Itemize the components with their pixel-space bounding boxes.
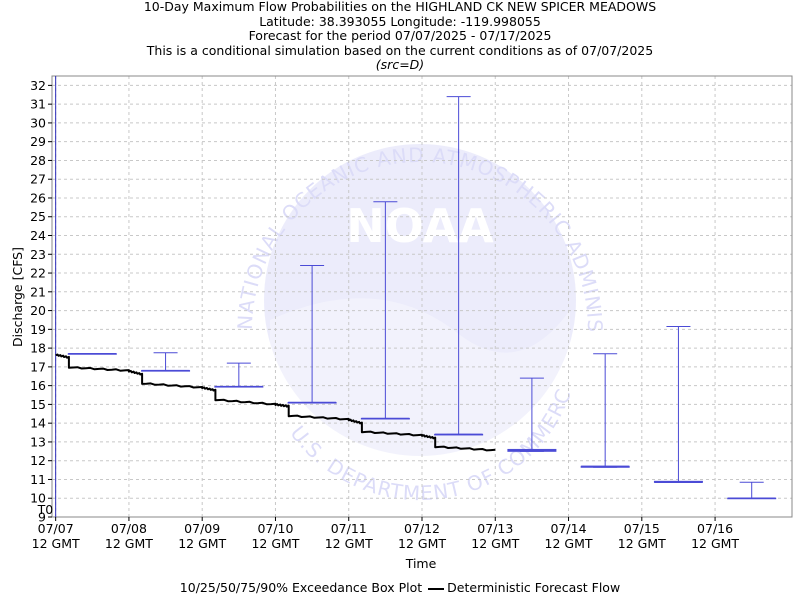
y-tick-label: 31 <box>30 97 46 112</box>
deterministic-series <box>55 353 496 452</box>
x-axis-title: Time <box>405 556 437 571</box>
x-tick-date-label: 07/13 <box>477 521 513 536</box>
watermark-globe <box>264 144 576 456</box>
x-tick-date-label: 07/09 <box>184 521 220 536</box>
chart-period: Forecast for the period 07/07/2025 - 07/… <box>248 28 552 43</box>
x-tick-date-label: 07/16 <box>697 521 733 536</box>
y-tick-label: 21 <box>30 284 46 299</box>
y-tick-label: 27 <box>30 172 46 187</box>
boxplot-series <box>67 96 777 500</box>
y-tick-label: 16 <box>30 378 46 393</box>
x-tick-date-label: 07/10 <box>257 521 293 536</box>
x-tick-date-label: 07/08 <box>111 521 147 536</box>
y-tick-label: 23 <box>30 247 46 262</box>
x-tick-time-label: 12 GMT <box>325 536 373 551</box>
x-tick-time-label: 12 GMT <box>691 536 739 551</box>
chart-title-block: 10-Day Maximum Flow Probabilities on the… <box>0 0 800 73</box>
y-tick-label: 30 <box>30 115 46 130</box>
x-tick-time-label: 12 GMT <box>471 536 519 551</box>
x-tick-date-label: 07/12 <box>404 521 440 536</box>
chart-note: This is a conditional simulation based o… <box>146 42 654 58</box>
y-tick-label: 17 <box>30 359 46 374</box>
x-tick-time-label: 12 GMT <box>32 536 80 551</box>
legend-boxplot-label: 10/25/50/75/90% Exceedance Box Plot <box>179 580 423 595</box>
y-tick-label: 20 <box>30 303 46 318</box>
y-tick-label: 11 <box>30 472 46 487</box>
y-tick-label: 19 <box>30 322 46 337</box>
y-tick-label: 15 <box>30 397 46 412</box>
legend-deterministic-swatch <box>428 587 445 590</box>
chart-source: (src=D) <box>375 57 425 72</box>
y-axis: 9 10 11 12 13 14 15 16 17 18 19 20 21 22 23 24 25 26 27 28 2… <box>30 78 52 525</box>
y-tick-label: 26 <box>30 190 46 205</box>
y-tick-label: 14 <box>30 416 46 431</box>
y-tick-label: 29 <box>30 134 46 149</box>
y-tick-label: 10 <box>30 491 46 506</box>
y-tick-label: 18 <box>30 341 46 356</box>
x-tick-time-label: 12 GMT <box>545 536 593 551</box>
y-tick-label: 32 <box>30 78 46 93</box>
x-tick-time-label: 12 GMT <box>251 536 299 551</box>
y-tick-label: 12 <box>30 453 46 468</box>
chart-location: Latitude: 38.393055 Longitude: -119.9980… <box>259 13 541 29</box>
y-tick-label: 24 <box>30 228 46 243</box>
x-tick-time-label: 12 GMT <box>618 536 666 551</box>
x-tick-date-label: 07/11 <box>331 521 367 536</box>
x-tick-date-label: 07/14 <box>551 521 587 536</box>
x-tick-time-label: 12 GMT <box>398 536 446 551</box>
t0-marker: T0 <box>37 76 57 517</box>
y-tick-label: 28 <box>30 153 46 168</box>
chart-legend: 10/25/50/75/90% Exceedance Box Plot Dete… <box>0 580 800 595</box>
chart-grid <box>52 76 792 518</box>
y-tick-label: 22 <box>30 266 46 281</box>
x-tick-time-label: 12 GMT <box>105 536 153 551</box>
y-axis-title: Discharge [CFS] <box>10 247 25 347</box>
y-tick-label: 13 <box>30 434 46 449</box>
chart-title: 10-Day Maximum Flow Probabilities on the… <box>143 0 657 14</box>
legend-deterministic-label: Deterministic Forecast Flow <box>447 580 621 595</box>
x-tick-date-label: 07/15 <box>624 521 660 536</box>
y-tick-label: 9 <box>38 510 46 525</box>
x-tick-date-label: 07/07 <box>38 521 74 536</box>
t0-label: T0 <box>37 502 54 517</box>
y-tick-label: 25 <box>30 209 46 224</box>
deterministic-line <box>55 353 496 452</box>
x-tick-time-label: 12 GMT <box>178 536 226 551</box>
watermark-logo-text: NOAA <box>346 199 494 253</box>
